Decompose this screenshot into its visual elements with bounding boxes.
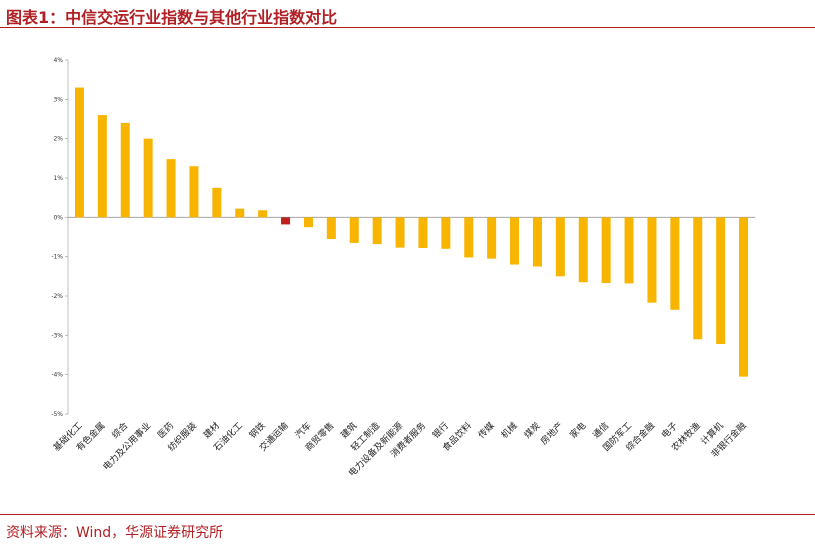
category-label-10: 汽车 (292, 420, 313, 441)
y-tick-label: 3% (53, 96, 63, 103)
y-tick-label: -2% (51, 293, 63, 300)
bar-13 (372, 217, 382, 245)
bar-2 (120, 122, 130, 218)
bar-12 (349, 217, 359, 243)
category-label-16: 银行 (430, 420, 451, 441)
bar-layer (74, 87, 749, 377)
category-label-19: 机械 (498, 420, 519, 441)
category-label-6: 建材 (201, 420, 222, 441)
bar-3 (143, 138, 153, 218)
y-tick-label: 2% (53, 136, 63, 143)
axis-layer: 4% 3% 2% 1% 0% -1% -2% -3% -4% -5% (51, 57, 755, 418)
bar-27 (693, 217, 703, 340)
bar-10 (303, 217, 313, 228)
bar-19 (510, 217, 520, 265)
category-label-21: 房地产 (538, 420, 566, 448)
y-tick-label: -4% (51, 372, 63, 379)
bar-20 (532, 217, 542, 267)
top-divider (0, 27, 815, 28)
category-label-12: 建筑 (338, 420, 359, 441)
bar-1 (97, 115, 107, 218)
category-label-22: 家电 (567, 420, 588, 441)
bar-17 (464, 217, 474, 258)
bar-6 (212, 187, 222, 218)
bar-8 (258, 210, 268, 218)
y-tick-label: -1% (51, 254, 63, 261)
bar-22 (578, 217, 588, 283)
bar-4 (166, 159, 176, 218)
y-tick-label: 1% (53, 175, 63, 182)
bar-0 (74, 87, 84, 218)
category-label-23: 通信 (590, 420, 611, 441)
bar-11 (326, 217, 336, 239)
bar-14 (395, 217, 405, 248)
bar-16 (441, 217, 451, 249)
y-tick-label: 4% (53, 57, 63, 64)
bar-29 (739, 217, 749, 377)
category-label-4: 医药 (156, 420, 177, 441)
category-label-20: 煤炭 (521, 420, 542, 441)
bar-21 (555, 217, 565, 277)
bar-25 (647, 217, 657, 303)
bar-15 (418, 217, 428, 249)
y-tick-label: -3% (51, 332, 63, 339)
y-tick-label: 0% (53, 214, 63, 221)
bar-7 (235, 208, 245, 218)
page-title: 图表1：中信交运行业指数与其他行业指数对比 (6, 8, 338, 27)
category-label-2: 综合 (109, 420, 130, 441)
bottom-divider (0, 514, 815, 515)
bar-9 (281, 217, 291, 225)
y-tick-label: -5% (51, 411, 63, 418)
bar-23 (601, 217, 611, 284)
bar-26 (670, 217, 680, 310)
category-label-26: 电子 (659, 420, 680, 441)
category-label-8: 钢铁 (247, 420, 268, 441)
category-label-18: 传媒 (476, 420, 497, 441)
bar-28 (716, 217, 726, 344)
bar-5 (189, 166, 199, 218)
bar-18 (487, 217, 497, 259)
source-note: 资料来源：Wind，华源证券研究所 (6, 525, 224, 541)
bar-24 (624, 217, 634, 284)
